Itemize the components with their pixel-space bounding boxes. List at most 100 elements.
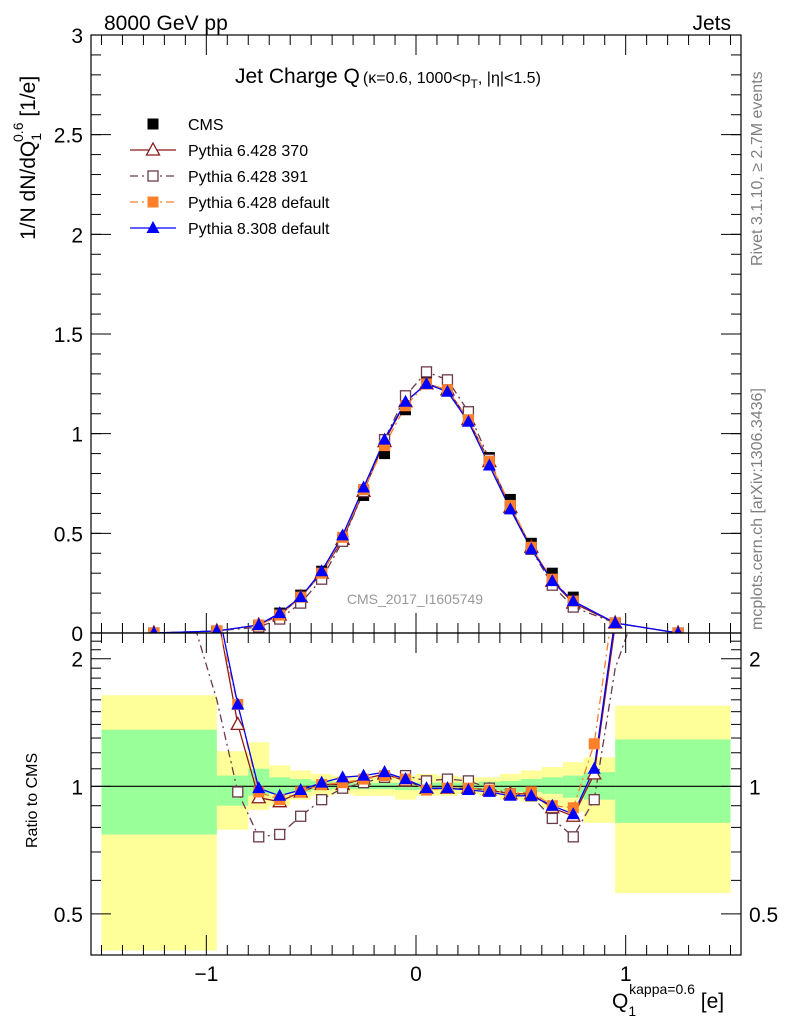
ratio-y-tick-label-right: 0.5 <box>749 904 778 927</box>
main-data-point <box>273 606 287 619</box>
legend-marker <box>147 196 159 208</box>
ratio-y-axis-label: Ratio to CMS <box>24 753 41 848</box>
legend-marker <box>146 221 160 233</box>
ratio-data-point <box>315 794 328 806</box>
ratio-data-point <box>295 810 307 822</box>
ratio-data-point <box>315 775 329 788</box>
ratio-data-point <box>588 738 600 750</box>
ratio-data-point <box>294 783 308 796</box>
ratio-data-point <box>461 783 475 796</box>
green-uncertainty-band <box>541 777 563 794</box>
ratio-data-point <box>546 812 558 825</box>
main-data-point <box>566 594 580 607</box>
ratio-data-point <box>378 765 392 778</box>
ratio-data-point <box>273 788 287 801</box>
main-data-point <box>440 384 454 397</box>
main-data-point <box>441 374 454 386</box>
main-y-tick-label: 1.5 <box>54 324 83 347</box>
process-label: Jets <box>692 12 731 35</box>
legend-marker <box>147 118 159 130</box>
legend-label: Pythia 6.428 370 <box>188 143 308 160</box>
main-data-point <box>608 616 622 629</box>
ratio-y-tick-label-right: 1 <box>749 776 761 799</box>
ratio-data-point <box>588 794 600 806</box>
main-data-point <box>379 440 391 452</box>
main-data-point <box>150 626 158 633</box>
main-y-tick-label: 1 <box>71 424 83 447</box>
rivet-version-label: Rivet 3.1.10, ≥ 2.7M events <box>749 71 766 266</box>
ratio-y-tick-label: 0.5 <box>54 904 83 927</box>
x-axis-label: Q1kappa=0.6 [e] <box>612 981 724 1019</box>
main-data-point <box>503 502 517 515</box>
legend-label: Pythia 6.428 default <box>188 195 330 212</box>
ratio-data-point <box>337 777 349 789</box>
ratio-y-tick-label: 2 <box>71 649 83 672</box>
ratio-data-point <box>545 798 559 811</box>
main-data-point <box>252 618 266 631</box>
ratio-data-point <box>230 716 246 731</box>
ratio-series-line <box>219 633 611 809</box>
main-y-tick-label: 2.5 <box>54 125 83 148</box>
x-tick-label: −1 <box>194 963 218 986</box>
green-uncertainty-band <box>615 739 731 823</box>
ratio-series-line <box>196 633 629 838</box>
ratio-series-line <box>222 633 614 815</box>
main-data-point <box>336 528 350 541</box>
legend-label: Pythia 6.428 391 <box>188 169 308 186</box>
ratio-data-point <box>252 781 266 794</box>
ratio-data-point <box>231 697 245 710</box>
ratio-data-point <box>232 786 244 798</box>
ratio-data-point <box>587 761 601 774</box>
main-y-tick-label: 0.5 <box>54 523 83 546</box>
main-series-group <box>148 366 684 633</box>
ratio-data-point <box>419 781 433 794</box>
main-y-axis-label: 1/N dN/dQ10.6 [1/e] <box>10 76 44 240</box>
main-data-point <box>420 366 433 378</box>
ratio-data-point <box>503 788 517 801</box>
x-tick-label: 0 <box>410 963 422 986</box>
ratio-data-point <box>567 831 579 843</box>
main-panel-title: Jet Charge Q (κ=0.6, 1000<pT, |η|<1.5) <box>235 65 541 91</box>
main-data-point <box>674 626 682 633</box>
legend: CMS Pythia 6.428 370 Pythia 6.428 391 Pythi… <box>130 117 330 238</box>
ratio-plot-area: 0.5 0.5 1 1 2 2 −1 0 1 <box>54 632 778 986</box>
green-uncertainty-band <box>269 777 291 794</box>
analysis-id-label: CMS_2017_I1605749 <box>347 591 483 607</box>
main-data-point <box>294 590 308 603</box>
main-data-point <box>357 480 371 493</box>
ratio-data-point <box>399 772 413 785</box>
ratio-data-point <box>336 770 350 783</box>
main-y-tick-label: 0 <box>71 623 83 646</box>
ratio-data-point <box>482 784 496 797</box>
legend-label: Pythia 8.308 default <box>188 221 330 238</box>
ratio-series-line <box>220 633 615 818</box>
main-data-point <box>461 414 475 427</box>
main-plot-area: 0 0.5 1 1.5 2 2.5 3 <box>54 25 742 646</box>
ratio-y-tick-label: 1 <box>71 776 83 799</box>
ratio-y-tick-label-right: 2 <box>749 649 761 672</box>
main-data-point <box>315 564 329 577</box>
uncertainty-bands <box>101 695 731 951</box>
main-data-point <box>378 432 392 445</box>
legend-marker <box>145 141 161 156</box>
legend-marker <box>147 170 159 182</box>
ratio-data-point <box>566 807 580 820</box>
main-data-point <box>482 458 496 471</box>
main-data-point <box>399 394 413 407</box>
main-y-tick-label: 3 <box>71 25 83 48</box>
main-data-point <box>545 574 559 587</box>
ratio-data-point <box>253 831 265 843</box>
ratio-panel-frame <box>90 632 742 956</box>
ratio-data-point <box>274 828 286 841</box>
mcplots-reference-label: mcplots.cern.ch [arXiv:1306.3436] <box>749 388 766 630</box>
ratio-data-point <box>524 788 538 801</box>
ratio-data-point <box>357 768 371 781</box>
main-data-point <box>524 542 538 555</box>
main-data-point <box>211 624 222 633</box>
green-uncertainty-band <box>101 729 217 835</box>
ratio-series-group <box>196 633 629 843</box>
x-tick-label: 1 <box>620 963 632 986</box>
main-data-point <box>379 448 391 460</box>
energy-label: 8000 GeV pp <box>104 12 228 35</box>
